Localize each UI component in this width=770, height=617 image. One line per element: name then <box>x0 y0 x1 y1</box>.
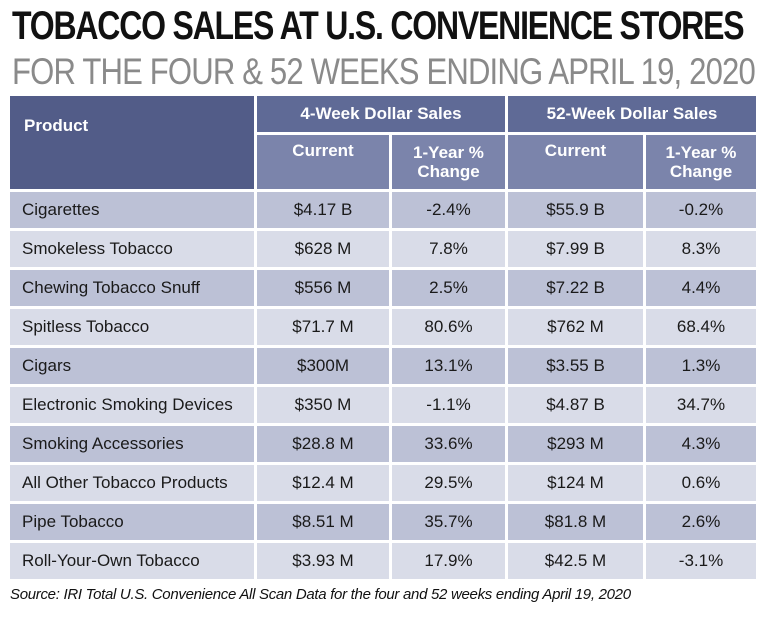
fifty-two-week-current-cell: $3.55 B <box>508 348 643 384</box>
fifty-two-week-change-cell: -3.1% <box>646 543 756 579</box>
product-name-cell: Pipe Tobacco <box>10 504 254 540</box>
four-week-current-cell: $300M <box>257 348 389 384</box>
four-week-current-cell: $3.93 M <box>257 543 389 579</box>
four-week-current-cell: $4.17 B <box>257 192 389 228</box>
four-week-current-cell: $628 M <box>257 231 389 267</box>
fifty-two-week-change-cell: 4.4% <box>646 270 756 306</box>
product-name-cell: Smoking Accessories <box>10 426 254 462</box>
four-week-change-cell: 17.9% <box>392 543 505 579</box>
sales-table: Product 4-Week Dollar Sales 52-Week Doll… <box>10 96 756 579</box>
fifty-two-week-current-cell: $4.87 B <box>508 387 643 423</box>
fifty-two-week-current-cell: $762 M <box>508 309 643 345</box>
fifty-two-week-change-header: 1-Year % Change <box>646 135 756 189</box>
four-week-change-cell: 35.7% <box>392 504 505 540</box>
four-week-current-cell: $12.4 M <box>257 465 389 501</box>
fifty-two-week-change-cell: 8.3% <box>646 231 756 267</box>
product-name-cell: Cigars <box>10 348 254 384</box>
page-title: TOBACCO SALES AT U.S. CONVENIENCE STORES <box>12 4 745 48</box>
four-week-change-header: 1-Year % Change <box>392 135 505 189</box>
fifty-two-week-change-cell: 0.6% <box>646 465 756 501</box>
four-week-change-cell: 29.5% <box>392 465 505 501</box>
current-label: Current <box>544 141 607 160</box>
fifty-two-week-change-cell: 1.3% <box>646 348 756 384</box>
four-week-change-cell: -1.1% <box>392 387 505 423</box>
product-name-cell: Smokeless Tobacco <box>10 231 254 267</box>
source-note: Source: IRI Total U.S. Convenience All S… <box>10 586 631 603</box>
fifty-two-week-current-header: Current <box>508 135 643 189</box>
change-label-line2: Change <box>417 162 480 181</box>
four-week-current-cell: $350 M <box>257 387 389 423</box>
product-name-cell: Chewing Tobacco Snuff <box>10 270 254 306</box>
four-week-current-cell: $8.51 M <box>257 504 389 540</box>
fifty-two-week-change-cell: -0.2% <box>646 192 756 228</box>
page-subtitle: FOR THE FOUR & 52 WEEKS ENDING APRIL 19,… <box>12 51 756 92</box>
four-week-group-header: 4-Week Dollar Sales <box>257 96 505 132</box>
change-label-line1: 1-Year % <box>413 143 484 162</box>
product-name-cell: All Other Tobacco Products <box>10 465 254 501</box>
product-name-cell: Spitless Tobacco <box>10 309 254 345</box>
four-week-change-cell: 33.6% <box>392 426 505 462</box>
fifty-two-week-change-cell: 68.4% <box>646 309 756 345</box>
fifty-two-week-change-cell: 4.3% <box>646 426 756 462</box>
fifty-two-week-current-cell: $293 M <box>508 426 643 462</box>
product-name-cell: Electronic Smoking Devices <box>10 387 254 423</box>
fifty-two-week-current-cell: $7.22 B <box>508 270 643 306</box>
four-week-current-cell: $556 M <box>257 270 389 306</box>
product-name-cell: Cigarettes <box>10 192 254 228</box>
current-label: Current <box>292 141 354 160</box>
fifty-two-week-current-cell: $81.8 M <box>508 504 643 540</box>
four-week-change-cell: 13.1% <box>392 348 505 384</box>
fifty-two-week-group-header: 52-Week Dollar Sales <box>508 96 756 132</box>
change-label-line1: 1-Year % <box>665 143 737 162</box>
fifty-two-week-change-cell: 34.7% <box>646 387 756 423</box>
four-week-change-cell: -2.4% <box>392 192 505 228</box>
four-week-change-cell: 80.6% <box>392 309 505 345</box>
four-week-current-header: Current <box>257 135 389 189</box>
product-column-header: Product <box>10 96 254 189</box>
four-week-change-cell: 2.5% <box>392 270 505 306</box>
fifty-two-week-current-cell: $42.5 M <box>508 543 643 579</box>
fifty-two-week-current-cell: $55.9 B <box>508 192 643 228</box>
four-week-current-cell: $28.8 M <box>257 426 389 462</box>
change-label-line2: Change <box>669 162 733 181</box>
fifty-two-week-change-cell: 2.6% <box>646 504 756 540</box>
fifty-two-week-current-cell: $7.99 B <box>508 231 643 267</box>
four-week-change-cell: 7.8% <box>392 231 505 267</box>
product-name-cell: Roll-Your-Own Tobacco <box>10 543 254 579</box>
four-week-current-cell: $71.7 M <box>257 309 389 345</box>
fifty-two-week-current-cell: $124 M <box>508 465 643 501</box>
